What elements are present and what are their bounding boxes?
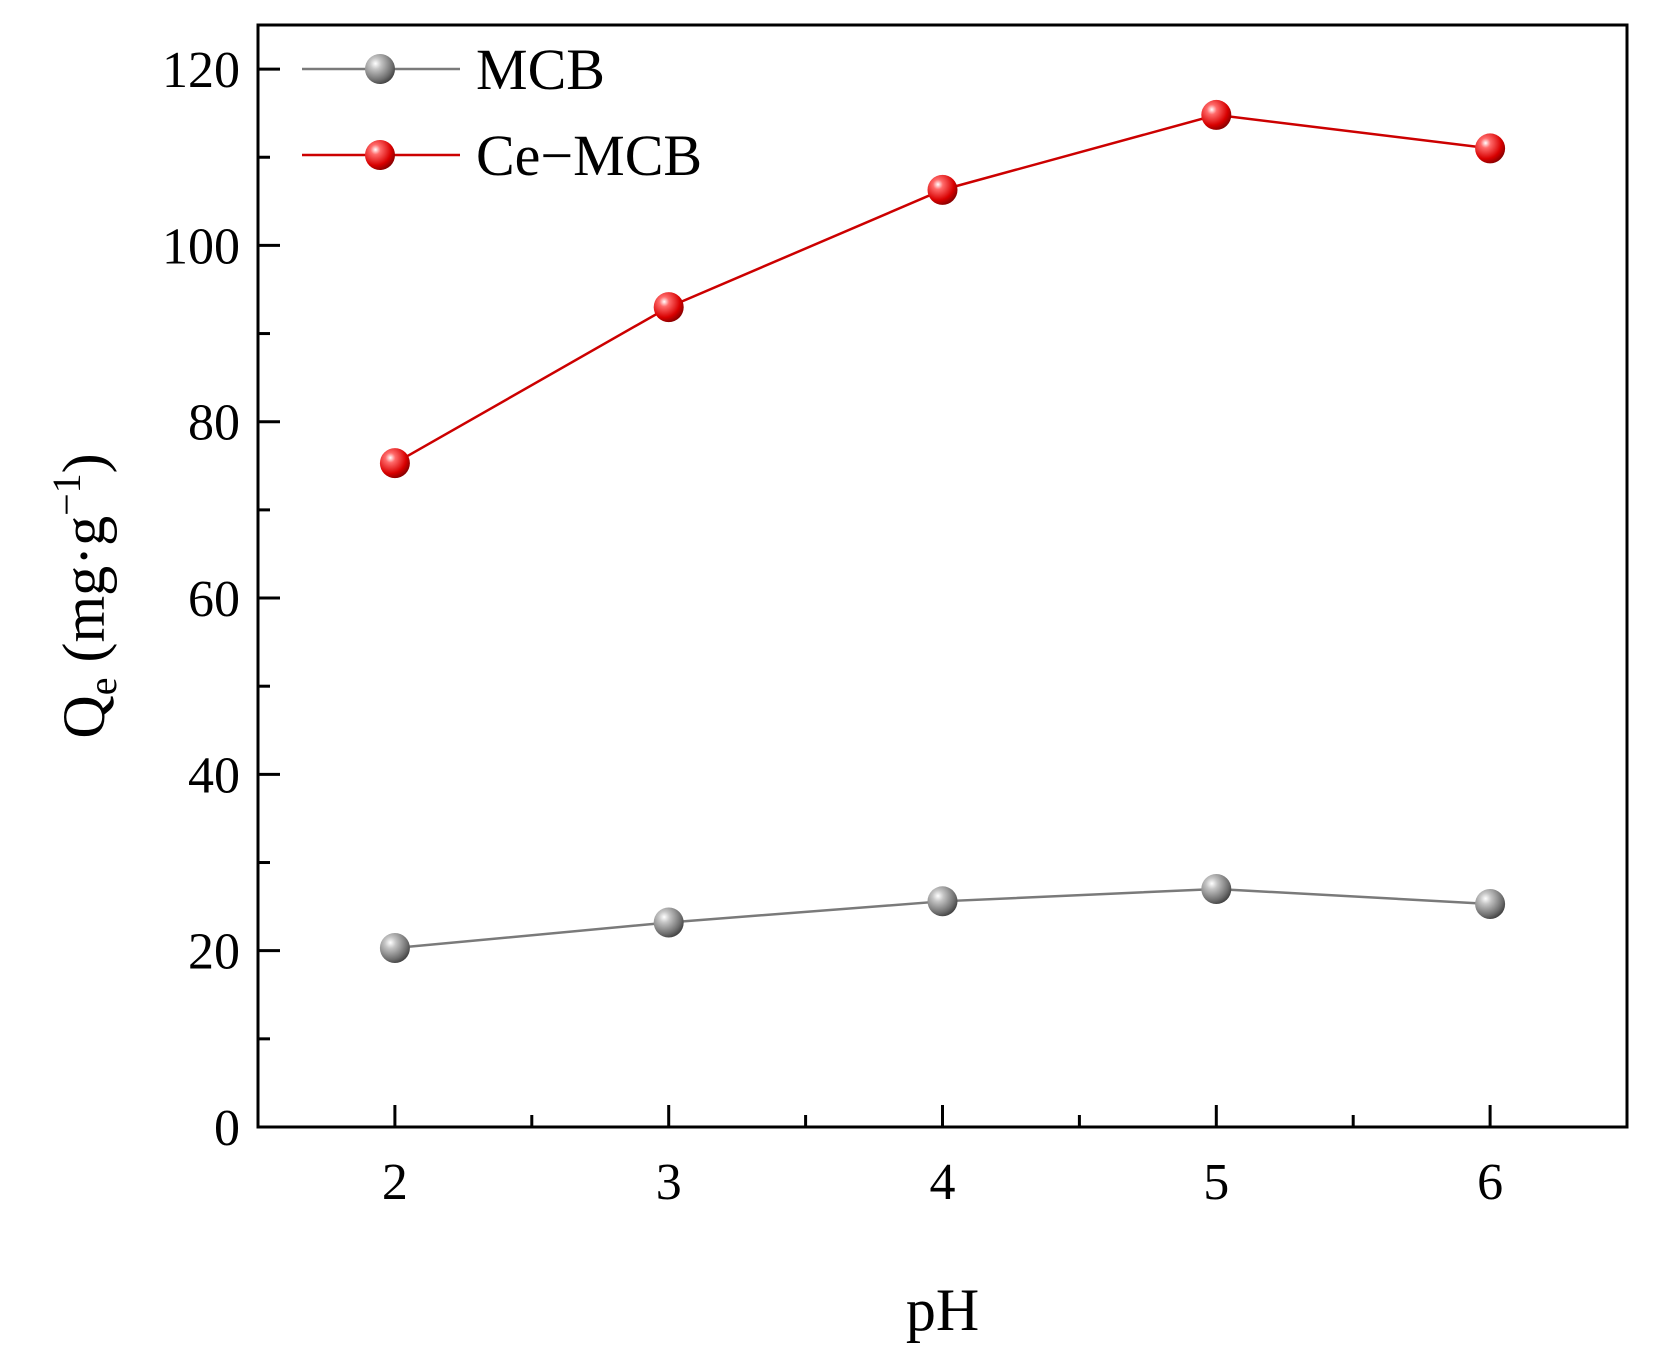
y-axis-title-unit: (mg·g [51,516,117,678]
data-point [379,933,410,964]
y-tick-label: 120 [162,42,240,99]
legend-item: MCB [302,37,605,102]
y-tick-label: 60 [188,571,240,628]
legend: MCB Ce−MCB [302,37,702,188]
data-point [927,886,958,917]
y-tick-label: 100 [162,218,240,275]
data-point [1475,888,1506,919]
y-axis-title-subscript: e [80,678,125,696]
x-tick-label: 5 [1203,1154,1229,1211]
legend-label: MCB [476,37,605,102]
data-point [379,448,410,479]
y-axis: 0 20 40 60 80 100 120 [162,42,280,1157]
x-tick-label: 4 [930,1154,956,1211]
y-axis-title: Qe (mg·g−1) [44,453,125,738]
y-tick-label: 20 [188,924,240,981]
x-axis: 2 3 4 5 6 [382,1105,1503,1211]
series-layer [379,99,1506,964]
data-point [653,907,684,938]
x-axis-title: pH [906,1277,979,1343]
legend-label: Ce−MCB [476,123,702,188]
x-tick-label: 3 [656,1154,682,1211]
y-axis-title-superscript: −1 [44,473,89,516]
y-tick-label: 40 [188,747,240,804]
series-mcb [379,873,1506,964]
x-tick-label: 2 [382,1154,408,1211]
y-axis-title-main: Q [51,695,117,738]
data-point [653,292,684,323]
data-point [1201,99,1232,130]
y-tick-label: 80 [188,395,240,452]
legend-marker [365,140,395,170]
y-tick-label: 0 [214,1100,240,1157]
data-point [1475,133,1506,164]
x-tick-label: 6 [1477,1154,1503,1211]
legend-item: Ce−MCB [302,123,702,188]
y-axis-title-unit-close: ) [51,453,117,473]
data-point [1201,873,1232,904]
data-point [927,174,958,205]
series-ce-mcb [379,99,1506,479]
legend-marker [365,54,395,84]
